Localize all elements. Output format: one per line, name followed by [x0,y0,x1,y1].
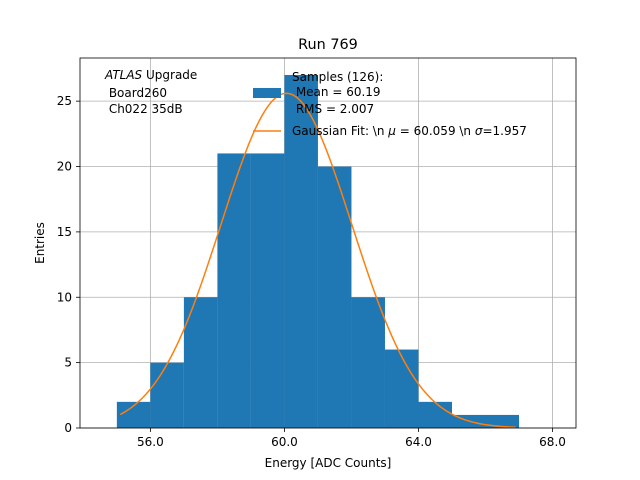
x-tick-label: 68.0 [539,435,566,449]
x-tick-label: 56.0 [137,435,164,449]
y-tick-label: 0 [64,421,72,435]
x-tick-label: 60.0 [271,435,298,449]
histogram-bar [418,401,452,428]
legend-histogram-line2: Mean = 60.19 [292,85,381,99]
histogram-bar [284,74,318,429]
y-tick-label: 25 [57,94,72,108]
annotation-upgrade: Upgrade [142,68,197,82]
legend-histogram-line3: RMS = 2.007 [292,102,374,116]
histogram-bar [150,362,184,428]
plot-frame [79,57,577,429]
y-tick-label: 10 [57,290,72,304]
svg-text:ATLAS Upgrade: ATLAS Upgrade [104,68,197,82]
histogram-bar [452,414,520,428]
y-tick-label: 5 [64,356,72,370]
annotation-atlas: ATLAS [104,68,143,82]
y-tick-label: 20 [57,160,72,174]
legend-histogram-line1: Samples (126): [292,70,383,84]
y-tick-label: 15 [57,225,72,239]
annotation-channel: Ch022 35dB [105,102,183,116]
annotation-board: Board260 [105,86,167,100]
histogram-bar [351,297,385,428]
y-axis-label: Entries [33,222,47,264]
histogram-bar [384,349,419,428]
histogram-bar [317,166,352,428]
histogram-bar [217,153,251,428]
chart-title: Run 769 [298,37,358,53]
x-tick-label: 64.0 [405,435,432,449]
legend-fit-label: Gaussian Fit: \n μ = 60.059 \n σ=1.957 [292,124,527,138]
atlas-annotation: ATLAS Upgrade Board260 Ch022 35dB [104,68,197,116]
axis-ticks: 56.0 60.0 64.0 68.0 0 5 10 15 20 25 [57,94,566,449]
x-axis-label: Energy [ADC Counts] [265,456,392,470]
histogram-bars [116,74,520,429]
legend-swatch-histogram [253,88,281,98]
gaussian-fit-curve [119,92,516,429]
histogram-bar [250,153,285,428]
histogram-bar [183,297,218,428]
legend: Samples (126): Mean = 60.19 RMS = 2.007 … [253,70,527,138]
